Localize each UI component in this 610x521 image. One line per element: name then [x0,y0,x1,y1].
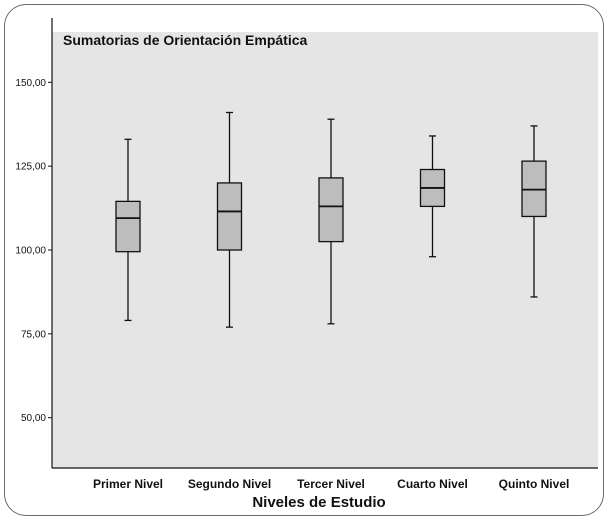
box-4 [419,135,446,258]
chart-title: Sumatorias de Orientación Empática [63,32,308,48]
box-iqr [318,177,344,243]
box-3 [318,118,344,325]
x-axis-labels: Primer Nivel Segundo Nivel Tercer Nivel Cua… [93,477,569,491]
x-axis-title: Niveles de Estudio [252,494,385,511]
boxes [115,111,547,328]
y-axis-ticks: 50,00 75,00 100,00 125,00 150,00 [15,78,52,424]
box-iqr [115,200,141,253]
x-category-label: Primer Nivel [93,477,163,491]
box-5 [521,125,547,298]
y-tick-label: 50,00 [21,413,46,424]
y-tick-label: 75,00 [21,329,46,340]
y-tick-label: 150,00 [15,78,46,89]
plot-area [52,32,598,468]
box-2 [216,111,243,328]
x-category-label: Quinto Nivel [499,477,570,491]
box-1 [115,138,141,322]
x-category-label: Tercer Nivel [297,477,365,491]
y-tick-label: 100,00 [15,246,46,257]
x-category-label: Segundo Nivel [188,477,271,491]
y-tick-label: 125,00 [15,162,46,173]
box-iqr [216,182,243,251]
x-category-label: Cuarto Nivel [397,477,468,491]
